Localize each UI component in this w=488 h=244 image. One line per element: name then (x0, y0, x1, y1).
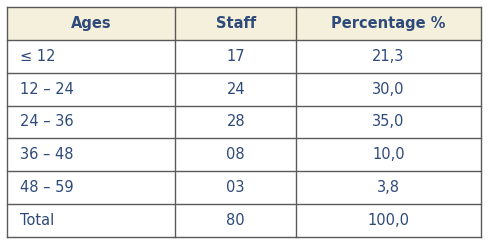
Text: 24: 24 (226, 82, 245, 97)
Text: 30,0: 30,0 (372, 82, 405, 97)
Text: 35,0: 35,0 (372, 114, 405, 130)
Text: 12 – 24: 12 – 24 (20, 82, 73, 97)
Text: 03: 03 (226, 180, 245, 195)
Text: Percentage %: Percentage % (331, 16, 446, 31)
Text: Ages: Ages (71, 16, 112, 31)
Text: 80: 80 (226, 213, 245, 228)
Text: 28: 28 (226, 114, 245, 130)
Text: 21,3: 21,3 (372, 49, 405, 64)
Text: 3,8: 3,8 (377, 180, 400, 195)
Text: 17: 17 (226, 49, 245, 64)
Text: 48 – 59: 48 – 59 (20, 180, 73, 195)
Text: Staff: Staff (216, 16, 256, 31)
Text: Total: Total (20, 213, 54, 228)
Text: 100,0: 100,0 (367, 213, 409, 228)
Text: 10,0: 10,0 (372, 147, 405, 162)
Text: ≤ 12: ≤ 12 (20, 49, 55, 64)
Text: 08: 08 (226, 147, 245, 162)
Text: 36 – 48: 36 – 48 (20, 147, 73, 162)
Text: 24 – 36: 24 – 36 (20, 114, 73, 130)
